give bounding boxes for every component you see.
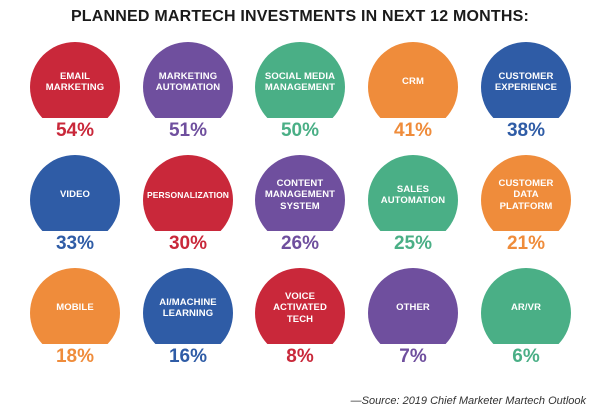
category-circle-shape	[143, 155, 233, 231]
category-percent: 33%	[55, 233, 95, 254]
category-label: CUSTOMER EXPERIENCE	[494, 70, 558, 93]
category-circle: CUSTOMER EXPERIENCE	[481, 42, 571, 118]
category-circle: VIDEO	[30, 155, 120, 231]
category-label: CUSTOMER DATA PLATFORM	[498, 178, 554, 212]
category-percent: 25%	[393, 233, 433, 254]
category-percent: 54%	[55, 120, 95, 141]
category-circle-shape	[481, 268, 571, 344]
category-circle: SALES AUTOMATION	[368, 155, 458, 231]
category-circle: MARKETING AUTOMATION	[143, 42, 233, 118]
category-percent: 18%	[55, 346, 95, 367]
category-label: CRM	[402, 76, 424, 88]
category-circle-shape	[255, 268, 345, 344]
category-circle: VOICE ACTIVATED TECH	[255, 268, 345, 344]
page-title: PLANNED MARTECH INVESTMENTS IN NEXT 12 M…	[70, 8, 530, 25]
category-percent: 6%	[512, 346, 540, 367]
category-circle: MOBILE	[30, 268, 120, 344]
category-label: AR/VR	[510, 302, 542, 314]
category-circle: AI/MACHINE LEARNING	[143, 268, 233, 344]
category-circle: CONTENT MANAGEMENT SYSTEM	[255, 155, 345, 231]
category-percent: 26%	[280, 233, 320, 254]
category-circle: SOCIAL MEDIA MANAGEMENT	[255, 42, 345, 118]
category-percent: 21%	[506, 233, 546, 254]
category-circle-shape	[30, 268, 120, 344]
category-label: SALES AUTOMATION	[380, 183, 446, 206]
category-percent: 30%	[168, 233, 208, 254]
category-percent: 7%	[399, 346, 427, 367]
category-percent: 50%	[280, 120, 320, 141]
category-circle: PERSONALIZATION	[143, 155, 233, 231]
category-circle-shape	[30, 42, 120, 118]
category-percent: 8%	[286, 346, 314, 367]
category-label: OTHER	[396, 302, 430, 314]
category-label: AI/MACHINE LEARNING	[159, 296, 217, 319]
category-circle-shape	[481, 42, 571, 118]
source-note: —Source: 2019 Chief Marketer Martech Out…	[350, 395, 586, 407]
category-circle: CUSTOMER DATA PLATFORM	[481, 155, 571, 231]
category-circle: EMAIL MARKETING	[30, 42, 120, 118]
category-percent: 38%	[506, 120, 546, 141]
category-label: MOBILE	[56, 302, 94, 314]
category-circle: CRM	[368, 42, 458, 118]
category-circle-shape	[30, 155, 120, 231]
category-circle-shape	[255, 155, 345, 231]
category-label: SOCIAL MEDIA MANAGEMENT	[264, 70, 336, 93]
category-circle-shape	[481, 155, 571, 231]
category-circle-shape	[255, 42, 345, 118]
category-label: VIDEO	[59, 189, 91, 201]
category-label: CONTENT MANAGEMENT SYSTEM	[264, 178, 336, 212]
category-percent: 51%	[168, 120, 208, 141]
category-circle-shape	[368, 268, 458, 344]
category-label: VOICE ACTIVATED TECH	[273, 291, 327, 325]
category-circle: AR/VR	[481, 268, 571, 344]
category-circle-shape	[143, 42, 233, 118]
category-circle-shape	[143, 268, 233, 344]
category-circle: OTHER	[368, 268, 458, 344]
category-label: MARKETING AUTOMATION	[155, 70, 221, 93]
category-circle-shape	[368, 155, 458, 231]
category-circle-shape	[368, 42, 458, 118]
category-percent: 16%	[168, 346, 208, 367]
category-label: EMAIL MARKETING	[45, 70, 105, 93]
category-percent: 41%	[393, 120, 433, 141]
category-label: PERSONALIZATION	[146, 189, 230, 200]
